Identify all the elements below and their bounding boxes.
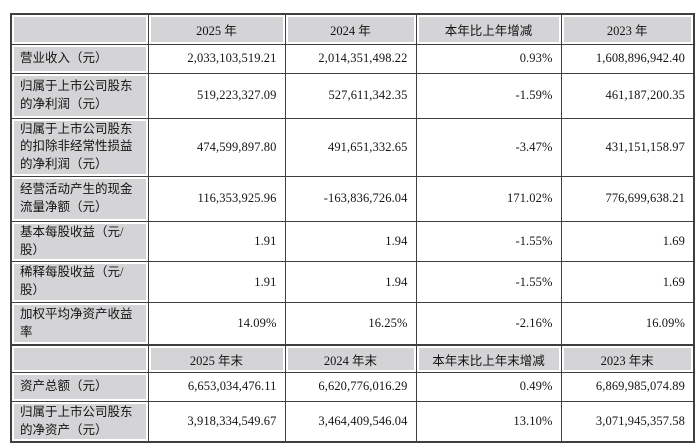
column-header-2023: 2023 年: [560, 13, 695, 45]
table-header-row-annual: 2025 年 2024 年 本年比上年增减 2023 年: [10, 13, 695, 45]
value-cell: 6,620,776,016.29: [284, 371, 417, 402]
value-cell: 3,918,334,549.67: [147, 400, 286, 443]
table-row-net-profit-excl-nonrecurring: 归属于上市公司股东的扣除非经常性损益的净利润（元） 474,599,897.80…: [10, 117, 695, 177]
value-cell: 3,071,945,357.58: [560, 400, 695, 443]
value-cell: 461,187,200.35: [560, 72, 695, 119]
row-label: 基本每股收益（元/股）: [10, 220, 149, 263]
value-cell: 474,599,897.80: [147, 117, 286, 177]
table-row-operating-cash-flow: 经营活动产生的现金流量净额（元） 116,353,925.96 -163,836…: [10, 175, 695, 222]
column-header-2025: 2025 年: [147, 13, 286, 45]
table-row-weighted-avg-roe: 加权平均净资产收益率 14.09% 16.25% -2.16% 16.09%: [10, 301, 695, 346]
value-cell: 1.94: [284, 220, 417, 263]
row-label: 资产总额（元）: [10, 371, 149, 402]
value-cell: 1.94: [284, 261, 417, 303]
row-label: 营业收入（元）: [10, 43, 149, 74]
value-cell: 6,653,034,476.11: [147, 371, 286, 402]
value-cell: 16.25%: [284, 301, 417, 346]
value-cell: -1.59%: [415, 72, 562, 119]
corner-cell: [10, 344, 149, 373]
row-label: 经营活动产生的现金流量净额（元）: [10, 175, 149, 222]
value-cell: 171.02%: [415, 175, 562, 222]
table-header-row-year-end: 2025 年末 2024 年末 本年末比上年末增减 2023 年末: [10, 344, 695, 373]
table-row-basic-eps: 基本每股收益（元/股） 1.91 1.94 -1.55% 1.69: [10, 220, 695, 263]
row-label: 加权平均净资产收益率: [10, 301, 149, 346]
table-row-revenue: 营业收入（元） 2,033,103,519.21 2,014,351,498.2…: [10, 43, 695, 74]
table-row-net-assets: 归属于上市公司股东的净资产（元） 3,918,334,549.67 3,464,…: [10, 400, 695, 443]
value-cell: 1.91: [147, 220, 286, 263]
value-cell: 2,033,103,519.21: [147, 43, 286, 74]
value-cell: 431,151,158.97: [560, 117, 695, 177]
value-cell: 1,608,896,942.40: [560, 43, 695, 74]
column-header-2025-end: 2025 年末: [147, 344, 286, 373]
value-cell: 1.69: [560, 220, 695, 263]
value-cell: -1.55%: [415, 261, 562, 303]
column-header-2024-end: 2024 年末: [284, 344, 417, 373]
value-cell: 6,869,985,074.89: [560, 371, 695, 402]
value-cell: 16.09%: [560, 301, 695, 346]
table-row-net-profit: 归属于上市公司股东的净利润（元） 519,223,327.09 527,611,…: [10, 72, 695, 119]
value-cell: 527,611,342.35: [284, 72, 417, 119]
value-cell: 491,651,332.65: [284, 117, 417, 177]
corner-cell: [10, 13, 149, 45]
table-row-total-assets: 资产总额（元） 6,653,034,476.11 6,620,776,016.2…: [10, 371, 695, 402]
value-cell: -1.55%: [415, 220, 562, 263]
value-cell: 13.10%: [415, 400, 562, 443]
table-row-diluted-eps: 稀释每股收益（元/股） 1.91 1.94 -1.55% 1.69: [10, 261, 695, 303]
column-header-2024: 2024 年: [284, 13, 417, 45]
financial-summary-table: 2025 年 2024 年 本年比上年增减 2023 年 营业收入（元） 2,0…: [10, 13, 695, 443]
value-cell: 116,353,925.96: [147, 175, 286, 222]
value-cell: 776,699,638.21: [560, 175, 695, 222]
value-cell: -2.16%: [415, 301, 562, 346]
row-label: 稀释每股收益（元/股）: [10, 261, 149, 303]
value-cell: 3,464,409,546.04: [284, 400, 417, 443]
value-cell: -3.47%: [415, 117, 562, 177]
row-label: 归属于上市公司股东的净资产（元）: [10, 400, 149, 443]
value-cell: 0.93%: [415, 43, 562, 74]
column-header-yoy-change: 本年比上年增减: [415, 13, 562, 45]
row-label: 归属于上市公司股东的净利润（元）: [10, 72, 149, 119]
value-cell: -163,836,726.04: [284, 175, 417, 222]
value-cell: 2,014,351,498.22: [284, 43, 417, 74]
row-label: 归属于上市公司股东的扣除非经常性损益的净利润（元）: [10, 117, 149, 177]
value-cell: 14.09%: [147, 301, 286, 346]
value-cell: 0.49%: [415, 371, 562, 402]
column-header-2023-end: 2023 年末: [560, 344, 695, 373]
value-cell: 1.69: [560, 261, 695, 303]
column-header-yoy-end-change: 本年末比上年末增减: [415, 344, 562, 373]
value-cell: 1.91: [147, 261, 286, 303]
value-cell: 519,223,327.09: [147, 72, 286, 119]
